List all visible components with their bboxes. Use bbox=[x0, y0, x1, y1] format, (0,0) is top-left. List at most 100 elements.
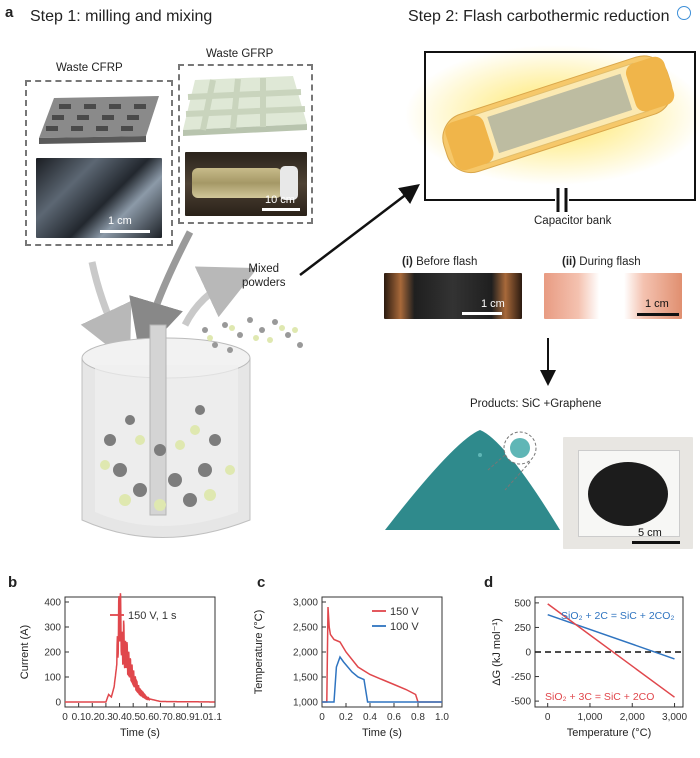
y-tick-label-c-2: 2,000 bbox=[293, 648, 318, 659]
waste-gfrp-box bbox=[178, 64, 313, 224]
x-tick-label-c-1: 0.2 bbox=[339, 712, 353, 723]
x-tick-label-c-2: 0.4 bbox=[363, 712, 377, 723]
mixed-powders-line1: Mixed bbox=[248, 263, 280, 275]
chart-c: 0 0.2 0.4 0.6 0.8 1.0 1,000 1,500 2,000 2,500 3,00… bbox=[253, 596, 449, 739]
x-axis-label-d: Temperature (°C) bbox=[567, 727, 651, 739]
y-axis-label-d: ΔG (kJ mol⁻¹) bbox=[491, 618, 503, 686]
chart-b: 0 0.1 0.2 0.3 0.4 0.5 0.6 0.7 0.8 0.9 1.0 1.1 0 100 20… bbox=[19, 593, 222, 739]
step2-title: Step 2: Flash carbothermic reduction bbox=[408, 8, 670, 25]
series-line-c-0 bbox=[322, 606, 442, 703]
products-label: Products: SiC +Graphene bbox=[470, 398, 602, 410]
during-scale-bar bbox=[637, 313, 679, 316]
legend-label-c-0: 150 V bbox=[390, 606, 419, 618]
to-flash-arrow bbox=[299, 183, 420, 276]
cfrp-arrow bbox=[80, 261, 132, 364]
x-axis-label-c: Time (s) bbox=[362, 727, 402, 739]
x-tick-label-b-6: 0.6 bbox=[140, 712, 154, 723]
x-tick-label-b-11: 1.1 bbox=[208, 712, 222, 723]
cfrp-weave-image bbox=[39, 96, 159, 144]
before-flash-num: (i) bbox=[402, 256, 413, 268]
mixed-powders-label: Mixed powders bbox=[242, 262, 285, 290]
x-tick-label-d-1: 1,000 bbox=[577, 712, 602, 723]
x-tick-label-c-0: 0 bbox=[319, 712, 325, 723]
legend-label-b-0: 150 V, 1 s bbox=[128, 610, 177, 622]
y-tick-label-b-2: 200 bbox=[44, 648, 61, 659]
annotation-d-0: SiO₂ + 2C = SiC + 2CO₂ bbox=[561, 610, 675, 622]
waste-cfrp-label: Waste CFRP bbox=[56, 62, 123, 74]
waste-cfrp-box bbox=[25, 80, 173, 246]
check-updates-icon[interactable] bbox=[677, 6, 691, 20]
cfrp-scale-text: 1 cm bbox=[108, 215, 132, 227]
x-tick-label-b-10: 1.0 bbox=[194, 712, 208, 723]
y-axis-label-c: Temperature (°C) bbox=[253, 610, 265, 694]
y-axis-label-b: Current (A) bbox=[19, 625, 31, 679]
mixed-powders-line2: powders bbox=[242, 277, 286, 289]
panel-d-label: d bbox=[484, 574, 494, 591]
during-flash-text: During flash bbox=[579, 256, 641, 268]
charts-svg: 0 0.1 0.2 0.3 0.4 0.5 0.6 0.7 0.8 0.9 1.0 1.1010020… bbox=[19, 593, 687, 739]
during-flash-photo bbox=[544, 273, 682, 319]
cfrp-scale-bar bbox=[100, 230, 150, 233]
y-tick-label-d-1: 250 bbox=[514, 623, 531, 634]
gfrp-arrow bbox=[129, 230, 194, 357]
x-tick-label-c-3: 0.6 bbox=[387, 712, 401, 723]
series-line-d-1 bbox=[547, 603, 675, 698]
y-tick-label-d-4: -500 bbox=[511, 697, 531, 708]
x-tick-label-b-7: 0.7 bbox=[154, 712, 168, 723]
during-scale-text: 1 cm bbox=[645, 298, 669, 310]
panel-a-label: a bbox=[5, 4, 14, 21]
x-tick-label-b-1: 0.1 bbox=[72, 712, 86, 723]
x-tick-label-b-8: 0.8 bbox=[167, 712, 181, 723]
panel-c-label: c bbox=[257, 574, 266, 591]
x-tick-label-b-9: 0.9 bbox=[181, 712, 195, 723]
product-powder bbox=[588, 462, 668, 526]
gfrp-scale-text: 10 cm bbox=[265, 194, 295, 206]
gfrp-scale-bar bbox=[262, 208, 300, 211]
x-tick-label-b-4: 0.4 bbox=[113, 712, 127, 723]
annotation-d-1: SiO₂ + 3C = SiC + 2CO bbox=[545, 691, 654, 703]
y-tick-label-d-0: 500 bbox=[514, 598, 531, 609]
x-tick-label-c-5: 1.0 bbox=[435, 712, 449, 723]
product-scale-text: 5 cm bbox=[638, 527, 662, 539]
product-scale-bar bbox=[632, 541, 680, 544]
panel-a-diagram bbox=[80, 45, 700, 538]
x-tick-label-b-3: 0.3 bbox=[99, 712, 113, 723]
y-tick-label-c-4: 3,000 bbox=[293, 598, 318, 609]
y-tick-label-b-0: 0 bbox=[55, 698, 61, 709]
before-flash-text: Before flash bbox=[416, 256, 478, 268]
y-tick-label-c-3: 2,500 bbox=[293, 623, 318, 634]
during-flash-num: (ii) bbox=[562, 256, 577, 268]
cfrp-photo bbox=[36, 158, 162, 238]
x-tick-label-b-2: 0.2 bbox=[85, 712, 99, 723]
y-tick-label-d-2: 0 bbox=[525, 648, 531, 659]
output-arrow bbox=[181, 266, 258, 327]
waste-gfrp-label: Waste GFRP bbox=[206, 48, 274, 60]
before-flash-photo bbox=[384, 273, 522, 319]
y-tick-label-d-3: -250 bbox=[511, 672, 531, 683]
during-flash-label: (ii) During flash bbox=[562, 256, 641, 268]
series-line-b-0 bbox=[65, 593, 215, 703]
y-tick-label-b-1: 100 bbox=[44, 673, 61, 684]
capacitor-bank-label: Capacitor bank bbox=[534, 215, 612, 227]
step1-title: Step 1: milling and mixing bbox=[30, 8, 213, 25]
series-line-d-0 bbox=[547, 613, 675, 660]
before-scale-bar bbox=[462, 312, 502, 315]
y-tick-label-c-1: 1,500 bbox=[293, 673, 318, 684]
x-tick-label-c-4: 0.8 bbox=[411, 712, 425, 723]
chart-d: 0 1,000 2,000 3,000 500 250 0 -250 -500 Temperatu… bbox=[491, 596, 687, 739]
series-line-c-1 bbox=[322, 655, 442, 703]
x-tick-label-b-0: 0 bbox=[62, 712, 68, 723]
before-flash-label: (i) Before flash bbox=[402, 256, 477, 268]
plot-frame-c bbox=[321, 596, 443, 708]
x-tick-label-d-2: 2,000 bbox=[620, 712, 645, 723]
x-tick-label-d-3: 3,000 bbox=[662, 712, 687, 723]
panel-b-label: b bbox=[8, 574, 18, 591]
x-tick-label-b-5: 0.5 bbox=[126, 712, 140, 723]
y-tick-label-b-3: 300 bbox=[44, 623, 61, 634]
gfrp-weave-image bbox=[183, 76, 307, 136]
before-scale-text: 1 cm bbox=[481, 298, 505, 310]
gfrp-tube bbox=[192, 168, 282, 198]
y-tick-label-c-0: 1,000 bbox=[293, 698, 318, 709]
x-tick-label-d-0: 0 bbox=[545, 712, 551, 723]
gfrp-tube-cap bbox=[280, 166, 298, 200]
